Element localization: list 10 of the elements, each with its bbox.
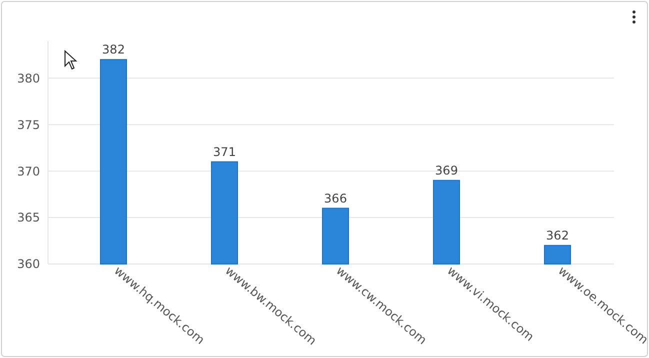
data-label: 369 <box>435 163 458 178</box>
y-tick-label: 375 <box>17 118 40 132</box>
y-tick-label: 365 <box>17 210 40 225</box>
data-label: 362 <box>546 228 569 242</box>
data-label: 366 <box>324 191 347 206</box>
data-label: 371 <box>213 144 236 159</box>
y-tick-label: 370 <box>17 164 40 178</box>
y-tick-label: 380 <box>17 71 40 86</box>
y-tick-label: 360 <box>17 257 40 272</box>
data-label: 382 <box>102 42 125 57</box>
